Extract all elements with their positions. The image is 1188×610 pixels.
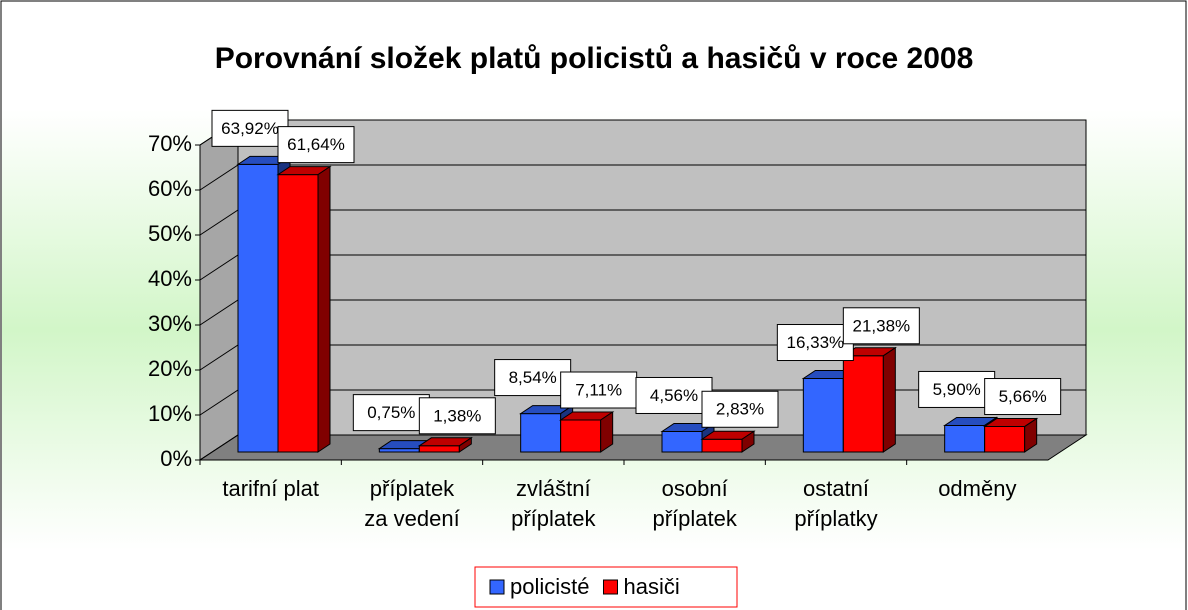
bar-front <box>842 355 884 453</box>
bar-front <box>378 448 420 453</box>
data-label-box <box>701 390 779 428</box>
bar <box>841 346 897 453</box>
data-label-text: 5,66% <box>999 387 1047 406</box>
data-label-text: 21,38% <box>852 316 910 335</box>
data-label-text: 8,54% <box>509 368 557 387</box>
bar-side <box>1024 417 1038 453</box>
data-label-box <box>842 307 920 345</box>
x-tick-label: příplatky <box>794 506 877 531</box>
data-label: 5,66% <box>984 378 1062 416</box>
data-label-text: 7,11% <box>575 380 622 399</box>
y-tick-label: 30% <box>148 311 192 336</box>
x-tick-label: odměny <box>938 476 1016 501</box>
chart-title: Porovnání složek platů policistů a hasič… <box>215 42 974 75</box>
legend-label: policisté <box>510 574 589 599</box>
bar-front <box>277 174 319 453</box>
bar <box>983 417 1039 453</box>
data-label-box <box>560 371 638 409</box>
data-label: 21,38% <box>842 307 920 345</box>
data-label-box <box>277 126 355 164</box>
bar-front <box>701 438 743 453</box>
bar-front <box>661 430 703 453</box>
data-label-box <box>211 109 289 147</box>
data-label: 2,83% <box>701 390 779 428</box>
data-label: 1,38% <box>418 397 496 435</box>
y-tick-label: 40% <box>148 266 192 291</box>
legend-label: hasiči <box>623 574 679 599</box>
bar <box>276 165 332 453</box>
data-label-box <box>984 378 1062 416</box>
bar-front <box>520 413 562 453</box>
data-label-box <box>635 376 713 414</box>
left-wall <box>199 119 239 461</box>
data-label: 61,64% <box>277 126 355 164</box>
data-label-box <box>352 394 430 432</box>
y-tick-label: 70% <box>148 131 192 156</box>
data-label-text: 1,38% <box>433 406 481 425</box>
data-label: 4,56% <box>635 376 713 414</box>
bar <box>417 436 473 453</box>
y-tick-label: 50% <box>148 221 192 246</box>
x-tick-label: příplatek <box>370 476 455 501</box>
data-label-text: 4,56% <box>650 386 698 405</box>
y-tick-label: 20% <box>148 356 192 381</box>
x-tick-label: tarifní plat <box>222 476 319 501</box>
data-label: 5,90% <box>918 370 996 408</box>
x-tick-label: za vedení <box>364 506 459 531</box>
x-tick-label: osobní <box>662 476 728 501</box>
x-tick-label: zvláštní <box>516 476 591 501</box>
y-tick-label: 60% <box>148 176 192 201</box>
bar-side <box>458 436 472 453</box>
legend: policisté hasiči <box>474 566 738 608</box>
data-label-text: 16,33% <box>786 333 844 352</box>
bar-side <box>317 165 331 453</box>
data-label: 0,75% <box>352 394 430 432</box>
data-label: 7,11% <box>560 371 638 409</box>
y-tick-label: 0% <box>160 446 192 471</box>
data-label: 8,54% <box>494 359 572 397</box>
data-label-text: 61,64% <box>287 135 345 154</box>
x-tick-label: ostatní <box>803 476 869 501</box>
data-label-text: 5,90% <box>933 380 981 399</box>
bar-front <box>802 378 844 453</box>
bar-front <box>418 445 460 453</box>
bar-side <box>600 411 614 453</box>
x-tick-label: příplatek <box>652 506 737 531</box>
bar-front <box>984 426 1026 453</box>
bar-front <box>237 163 279 453</box>
bar-front <box>560 419 602 453</box>
data-label-box <box>776 324 854 362</box>
y-tick-label: 10% <box>148 401 192 426</box>
bar <box>559 411 615 453</box>
bar <box>700 430 756 453</box>
data-label: 63,92% <box>211 109 289 147</box>
data-label-text: 2,83% <box>716 400 764 419</box>
bar-side <box>741 430 755 453</box>
data-label-text: 0,75% <box>367 403 415 422</box>
legend-swatch <box>489 579 505 595</box>
bar-front <box>944 424 986 453</box>
data-label-box <box>418 397 496 435</box>
data-label: 16,33% <box>776 324 854 362</box>
bar-side <box>882 346 896 453</box>
legend-swatch <box>602 579 618 595</box>
x-tick-label: příplatek <box>511 506 596 531</box>
data-label-text: 63,92% <box>221 119 279 138</box>
